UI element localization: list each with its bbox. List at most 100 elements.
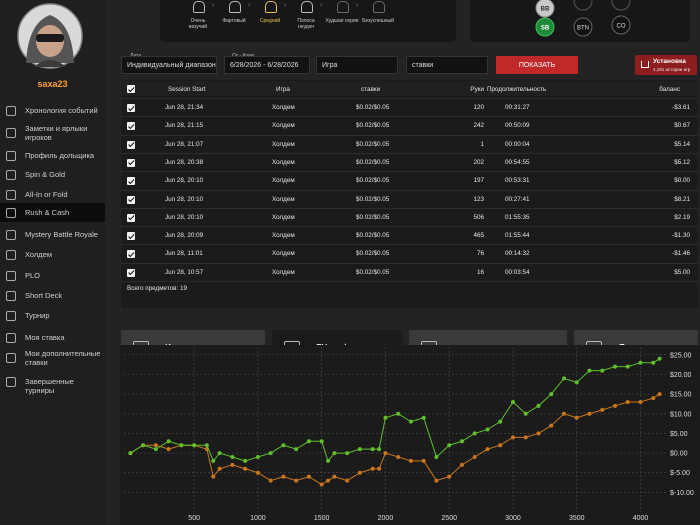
menu-item[interactable]: Заметки и ярлыки игроков <box>0 122 105 144</box>
position-panel: BB SB BTN CO <box>470 0 690 42</box>
menu-item[interactable]: Spin & Gold <box>0 165 105 184</box>
menu-label: All-In or Fold <box>25 190 68 199</box>
x-tick-label: 1000 <box>250 515 266 522</box>
menu-item[interactable]: Short Deck <box>0 286 105 305</box>
header-row <box>121 81 698 96</box>
stakes-select[interactable]: ставки <box>406 56 488 74</box>
table-cell: $2.19 <box>674 213 690 221</box>
table-cell: -$3.61 <box>672 104 690 111</box>
menu-item[interactable]: All-In or Fold <box>0 185 105 204</box>
data-point <box>612 364 617 369</box>
column-header[interactable]: Session Start <box>168 86 206 93</box>
data-point <box>498 419 503 424</box>
install-note: 4,191 истории игр <box>653 67 691 72</box>
menu-item[interactable]: Rush & Cash <box>0 203 105 222</box>
table-cell: $0.02/$0.05 <box>356 158 390 166</box>
menu-icon <box>6 249 16 260</box>
checkbox[interactable] <box>127 158 135 167</box>
menu-item[interactable]: Mystery Battle Royale <box>0 225 105 244</box>
game-select[interactable]: Игра <box>316 56 398 74</box>
menu-item[interactable]: Завершенные турниры <box>0 372 105 395</box>
data-point <box>485 447 490 452</box>
checkbox[interactable] <box>127 250 135 259</box>
row-separator <box>121 189 698 191</box>
table-cell: 00:50:09 <box>505 122 530 130</box>
menu-icon <box>6 229 16 240</box>
chart-background <box>120 345 700 525</box>
table-cell: $0.02/$0.05 <box>356 177 390 185</box>
table-cell: 120 <box>473 104 484 111</box>
menu-item[interactable]: Турнир <box>0 306 105 325</box>
data-point <box>587 368 592 373</box>
menu-label: Хронология событий <box>25 106 98 115</box>
menu-icon <box>6 189 16 200</box>
luck-label: Средний <box>259 18 281 24</box>
data-point <box>472 455 477 459</box>
checkbox[interactable] <box>127 195 135 204</box>
data-point <box>408 458 413 463</box>
luck-icon <box>373 1 385 13</box>
table-cell: $5.14 <box>674 140 690 148</box>
menu-item[interactable]: Мои дополнительные ставки <box>0 347 105 369</box>
position-label: BTN <box>577 26 589 32</box>
data-point <box>587 411 592 416</box>
data-point <box>255 455 260 459</box>
data-point <box>498 443 503 448</box>
table-cell: Холдем <box>272 158 295 166</box>
y-tick-label: $15.00 <box>670 392 692 399</box>
menu-item[interactable]: Моя ставка <box>0 328 105 347</box>
column-header: Руки <box>470 86 484 93</box>
table-cell: 00:54:55 <box>505 158 530 166</box>
menu-item[interactable]: Холдем <box>0 245 105 264</box>
menu-item[interactable]: Профиль дольщика <box>0 146 105 165</box>
luck-arrow: › <box>284 2 287 9</box>
menu-item[interactable]: Хронология событий <box>0 101 105 120</box>
table-cell: 123 <box>473 195 484 203</box>
install-button[interactable]: Установка 4,191 истории игр <box>635 55 697 75</box>
table-cell: $0.02/$0.05 <box>356 268 390 276</box>
data-point <box>447 443 452 448</box>
data-point <box>421 458 426 463</box>
row-separator <box>121 134 698 136</box>
table-cell: 242 <box>473 122 484 130</box>
data-point <box>141 443 146 448</box>
data-point <box>396 411 401 416</box>
x-tick-label: 2000 <box>378 515 394 522</box>
date-range-input[interactable]: 6/28/2026 - 6/28/2026 <box>224 56 310 74</box>
data-point <box>306 474 311 479</box>
show-button[interactable]: ПОКАЗАТЬ <box>496 56 578 74</box>
data-point <box>345 451 350 456</box>
checkbox[interactable] <box>127 122 135 131</box>
checkbox[interactable] <box>127 232 135 241</box>
x-tick-label: 4000 <box>633 515 649 522</box>
series-line <box>130 393 660 486</box>
table-cell: 00:27:41 <box>505 195 530 203</box>
data-point <box>657 392 662 397</box>
menu-icon <box>6 290 16 301</box>
data-point <box>434 455 439 459</box>
date-range-select[interactable]: Индивидуальный диапазон <box>121 56 217 74</box>
checkbox[interactable] <box>127 268 135 277</box>
table-cell: 1 <box>480 140 484 148</box>
checkbox[interactable] <box>127 104 135 112</box>
data-point <box>268 478 273 483</box>
column-header: Продолжительность <box>487 86 547 93</box>
y-tick-label: $10.00 <box>670 411 692 418</box>
checkbox[interactable] <box>127 140 135 149</box>
checkbox[interactable] <box>127 213 135 222</box>
data-point <box>332 474 337 479</box>
row-separator <box>121 116 698 118</box>
checkbox[interactable] <box>127 177 135 186</box>
luck-arrow: › <box>320 2 323 9</box>
row-separator <box>121 207 698 209</box>
table-cell: 01:55:35 <box>505 213 530 221</box>
data-point <box>434 478 439 483</box>
table-cell: $0.02/$0.05 <box>356 213 390 221</box>
x-tick-label: 1500 <box>314 515 330 522</box>
data-point <box>230 462 235 467</box>
menu-item[interactable]: PLO <box>0 266 105 285</box>
checkbox[interactable] <box>127 85 135 93</box>
x-tick-label: 3500 <box>569 515 585 522</box>
data-point <box>523 411 528 416</box>
data-point <box>192 443 197 448</box>
